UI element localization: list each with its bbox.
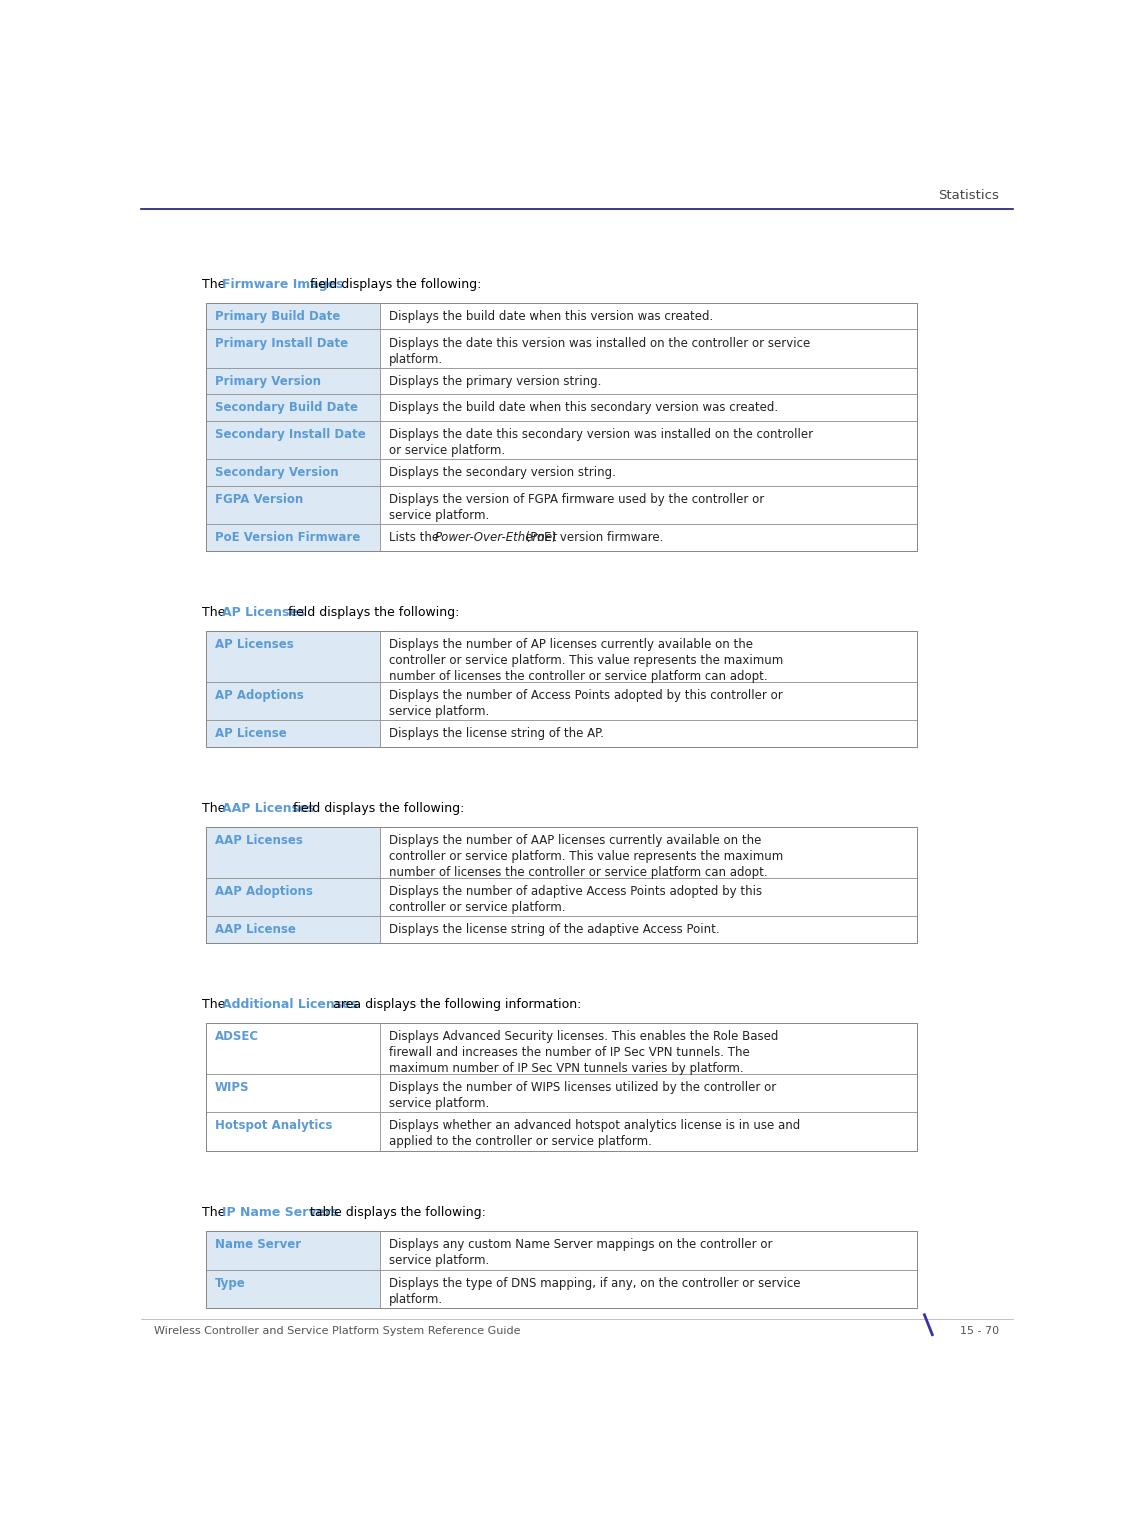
Text: AAP License: AAP License — [215, 923, 296, 937]
Text: field displays the following:: field displays the following: — [284, 606, 459, 619]
Text: Displays any custom Name Server mappings on the controller or
service platform.: Displays any custom Name Server mappings… — [389, 1239, 773, 1268]
Bar — [206, 1023, 380, 1073]
Bar — [380, 420, 917, 460]
Bar — [380, 721, 917, 747]
Text: FGPA Version: FGPA Version — [215, 493, 303, 505]
Text: AAP Licenses: AAP Licenses — [215, 833, 303, 847]
Text: Displays the date this version was installed on the controller or service
platfo: Displays the date this version was insta… — [389, 337, 810, 366]
Text: ADSEC: ADSEC — [215, 1029, 259, 1043]
Bar — [380, 682, 917, 721]
Text: Displays the primary version string.: Displays the primary version string. — [389, 375, 602, 389]
Bar — [380, 827, 917, 877]
Text: Displays the number of AP licenses currently available on the
controller or serv: Displays the number of AP licenses curre… — [389, 638, 783, 683]
Bar — [206, 1073, 380, 1113]
Text: Statistics: Statistics — [938, 190, 999, 202]
Bar — [206, 1231, 380, 1269]
Text: AP Licenses: AP Licenses — [215, 638, 294, 651]
Bar — [380, 395, 917, 420]
Bar — [206, 917, 380, 943]
Text: Power-Over-Ethernet: Power-Over-Ethernet — [435, 531, 558, 545]
Text: Firmware Images: Firmware Images — [222, 278, 343, 291]
Bar — [380, 1023, 917, 1073]
Text: Secondary Install Date: Secondary Install Date — [215, 428, 366, 440]
Bar — [206, 420, 380, 460]
Bar — [380, 1113, 917, 1151]
Text: Displays the license string of the adaptive Access Point.: Displays the license string of the adapt… — [389, 923, 720, 937]
Text: Hotspot Analytics: Hotspot Analytics — [215, 1119, 332, 1132]
Text: WIPS: WIPS — [215, 1081, 250, 1093]
Bar — [206, 682, 380, 721]
Bar — [380, 1231, 917, 1269]
Text: Primary Build Date: Primary Build Date — [215, 310, 340, 323]
Text: Displays the type of DNS mapping, if any, on the controller or service
platform.: Displays the type of DNS mapping, if any… — [389, 1277, 801, 1305]
Text: Displays the build date when this version was created.: Displays the build date when this versio… — [389, 310, 713, 323]
Text: AAP Adoptions: AAP Adoptions — [215, 885, 313, 897]
Bar — [380, 486, 917, 524]
Text: field displays the following:: field displays the following: — [306, 278, 482, 291]
Bar — [206, 1269, 380, 1309]
Text: table displays the following:: table displays the following: — [306, 1205, 486, 1219]
Bar — [380, 1269, 917, 1309]
Text: Displays the number of adaptive Access Points adopted by this
controller or serv: Displays the number of adaptive Access P… — [389, 885, 763, 914]
Text: Displays the number of AAP licenses currently available on the
controller or ser: Displays the number of AAP licenses curr… — [389, 833, 783, 879]
Text: Type: Type — [215, 1277, 245, 1290]
Bar — [380, 329, 917, 369]
Text: Displays the version of FGPA firmware used by the controller or
service platform: Displays the version of FGPA firmware us… — [389, 493, 764, 522]
Text: Secondary Version: Secondary Version — [215, 466, 339, 480]
Text: PoE Version Firmware: PoE Version Firmware — [215, 531, 360, 545]
Text: field displays the following:: field displays the following: — [289, 802, 465, 815]
Bar — [206, 827, 380, 877]
Text: Name Server: Name Server — [215, 1239, 300, 1251]
Text: Displays the license string of the AP.: Displays the license string of the AP. — [389, 727, 604, 741]
Bar — [380, 877, 917, 917]
Bar — [206, 395, 380, 420]
Text: area displays the following information:: area displays the following information: — [328, 997, 580, 1011]
Text: The: The — [201, 802, 230, 815]
Text: AAP Licenses: AAP Licenses — [222, 802, 315, 815]
Bar — [380, 460, 917, 486]
Text: AP License: AP License — [215, 727, 287, 741]
Text: Displays the secondary version string.: Displays the secondary version string. — [389, 466, 616, 480]
Bar — [206, 877, 380, 917]
Text: Primary Install Date: Primary Install Date — [215, 337, 348, 349]
Text: Wireless Controller and Service Platform System Reference Guide: Wireless Controller and Service Platform… — [154, 1327, 520, 1336]
Bar — [206, 329, 380, 369]
Text: The: The — [201, 606, 230, 619]
Bar — [206, 486, 380, 524]
Bar — [206, 304, 380, 329]
Text: Displays the number of WIPS licenses utilized by the controller or
service platf: Displays the number of WIPS licenses uti… — [389, 1081, 776, 1110]
Text: (PoE) version firmware.: (PoE) version firmware. — [522, 531, 663, 545]
Bar — [380, 524, 917, 551]
Text: Primary Version: Primary Version — [215, 375, 321, 389]
Text: Lists the: Lists the — [389, 531, 443, 545]
Text: Additional Licenses: Additional Licenses — [222, 997, 358, 1011]
Text: The: The — [201, 278, 230, 291]
Bar — [206, 460, 380, 486]
Text: Displays the date this secondary version was installed on the controller
or serv: Displays the date this secondary version… — [389, 428, 813, 457]
Text: Displays Advanced Security licenses. This enables the Role Based
firewall and in: Displays Advanced Security licenses. Thi… — [389, 1029, 778, 1075]
Text: 15 - 70: 15 - 70 — [961, 1327, 999, 1336]
Bar — [206, 721, 380, 747]
Text: Secondary Build Date: Secondary Build Date — [215, 401, 358, 414]
Bar — [380, 304, 917, 329]
Text: Displays the build date when this secondary version was created.: Displays the build date when this second… — [389, 401, 778, 414]
Bar — [380, 369, 917, 395]
Text: AP Adoptions: AP Adoptions — [215, 689, 304, 701]
Bar — [206, 524, 380, 551]
Text: Displays whether an advanced hotspot analytics license is in use and
applied to : Displays whether an advanced hotspot ana… — [389, 1119, 800, 1148]
Bar — [206, 1113, 380, 1151]
Bar — [380, 631, 917, 682]
Text: Displays the number of Access Points adopted by this controller or
service platf: Displays the number of Access Points ado… — [389, 689, 783, 718]
Bar — [380, 917, 917, 943]
Text: The: The — [201, 1205, 230, 1219]
Bar — [380, 1073, 917, 1113]
Bar — [206, 369, 380, 395]
Bar — [206, 631, 380, 682]
Text: IP Name Servers: IP Name Servers — [222, 1205, 339, 1219]
Text: The: The — [201, 997, 230, 1011]
Text: AP Licenses: AP Licenses — [222, 606, 305, 619]
